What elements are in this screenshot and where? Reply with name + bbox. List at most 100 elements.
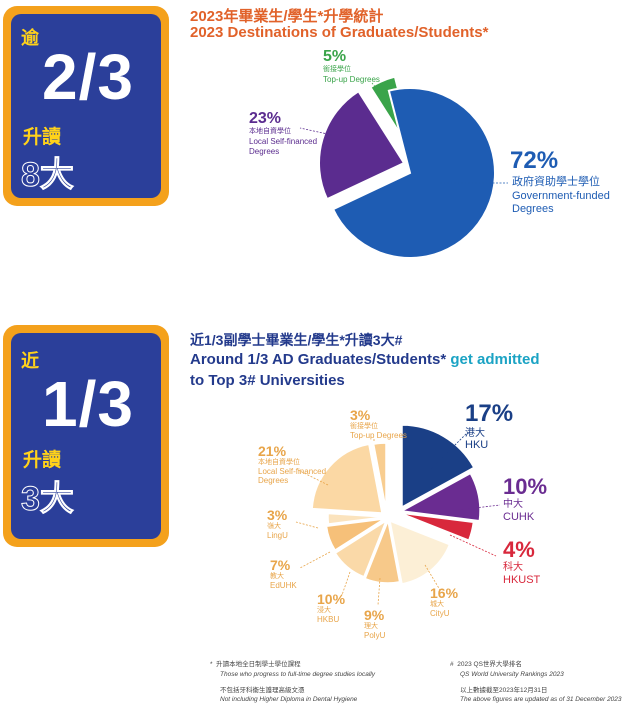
- label-selffin-zh: 本地自資學位: [249, 128, 291, 135]
- footnote-left: * 升讀本地全日制學士學位課程 Those who progress to fu…: [210, 660, 440, 705]
- pie2-label-pct: 4%: [503, 537, 535, 562]
- pie2-slice-hkbu: [334, 519, 388, 578]
- pie2-label-pct: 10%: [503, 474, 548, 499]
- pie2-label-zh: 港大: [465, 427, 485, 439]
- pie2-label-4: 9% 理大 PolyU: [364, 607, 434, 640]
- pie2-label-9: 3% 銜接學位 Top-up Degrees: [350, 407, 420, 440]
- badge-2-3: 逾 2/3 升讀 8大: [3, 6, 169, 206]
- footnote-exclude-en: Not including Higher Diploma in Dental H…: [220, 696, 358, 704]
- label-selffin-pct: 23%: [249, 110, 282, 127]
- badge-1-3-ratio: 1/3: [42, 368, 134, 440]
- pie2-label-0: 17% 港大 HKU: [465, 400, 535, 452]
- pie2-leader-0: [429, 431, 469, 471]
- pie2-slice-polyu: [364, 518, 401, 584]
- footnote-hash-zh: 2023 QS世界大學排名: [457, 661, 522, 668]
- pie2-label-pct: 10%: [317, 591, 346, 607]
- pie2-slice-eduhk: [325, 518, 385, 552]
- pie1-slice-2: [318, 89, 406, 201]
- badge-2-3-ratio: 2/3: [42, 41, 134, 113]
- badge-1-3-panel: 近 1/3 升讀 3大: [11, 333, 161, 539]
- pie2-label-en: PolyU: [364, 631, 386, 641]
- pie2-label-en: Top-up Degrees: [350, 431, 407, 441]
- pie2-label-1: 10% 中大 CUHK: [503, 474, 573, 523]
- pie2-slice-cuhk: [399, 472, 481, 522]
- pie2-label-zh: 嶺大: [267, 523, 281, 531]
- pie2-label-zh: 教大: [270, 573, 284, 581]
- pie2-label-en: HKU: [465, 439, 489, 452]
- pie2-label-en: HKBU: [317, 615, 340, 625]
- badge-2-3-count: 8大: [21, 156, 75, 195]
- pie2-label-zh: 銜接學位: [350, 423, 378, 431]
- section2-title-en-2: to Top 3# Universities: [190, 372, 345, 389]
- pie2-label-8: 21% 本地自資學位 Local Self-financed Degrees: [258, 443, 348, 486]
- pie1-leader-selffin: [299, 127, 333, 136]
- section1-title-en: 2023 Destinations of Graduates/Students*: [190, 24, 489, 41]
- pie2-leader-4: [377, 577, 381, 606]
- section2-title-en-1: Around 1/3 AD Graduates/Students* get ad…: [190, 351, 540, 368]
- pie2-leader-3: [424, 564, 441, 591]
- label-govfunded-en-1: Government-funded: [512, 190, 610, 202]
- pie2-slice-top-up-degrees: [372, 442, 387, 510]
- footnote-date-en: The above figures are updated as of 31 D…: [460, 696, 622, 704]
- pie2-label-3: 16% 城大 CityU: [430, 585, 500, 618]
- label-topup-pct: 5%: [323, 48, 347, 65]
- pie2-label-en: Local Self-financed Degrees: [258, 467, 327, 486]
- pie2-label-zh: 浸大: [317, 607, 331, 615]
- label-govfunded-pct: 72%: [510, 147, 559, 174]
- pie2-label-zh: 理大: [364, 623, 378, 631]
- badge-1-3-action: 升讀: [23, 450, 62, 471]
- pie2-label-en: EdUHK: [270, 581, 297, 591]
- footnote-right: # 2023 QS世界大學排名 QS World University Rank…: [450, 660, 635, 705]
- pie2-slice-hku: [401, 424, 475, 509]
- label-selffin-en-1: Local Self-financed: [249, 137, 318, 146]
- pie2-leader-7: [295, 521, 319, 529]
- pie2-label-7: 3% 嶺大 LingU: [267, 507, 337, 540]
- pie2-leader-1: [457, 504, 501, 511]
- footnote-exclude-zh: 不包括牙科衞生護理高級文憑: [220, 686, 305, 694]
- section2-title-en-1b: get admitted: [446, 351, 540, 368]
- pie2-slice-local-self-financed-degrees: [311, 443, 383, 514]
- pie1-slice-0: [331, 87, 496, 259]
- badge-1-3-prefix: 近: [21, 351, 39, 371]
- pie2-label-5: 10% 浸大 HKBU: [317, 591, 387, 624]
- label-govfunded-en-2: Degrees: [512, 203, 554, 215]
- pie2-label-pct: 21%: [258, 443, 287, 459]
- pie2-label-zh: 中大: [503, 499, 523, 511]
- label-topup-zh: 銜接學位: [323, 66, 351, 73]
- label-topup-en: Top-up Degrees: [323, 75, 380, 84]
- footnote-star-en: Those who progress to full-time degree s…: [220, 670, 375, 678]
- pie2-label-en: LingU: [267, 531, 288, 541]
- section2-title-zh: 近1/3副學士畢業生/學生*升讀3大#: [190, 332, 403, 348]
- section2-title-en-1a: Around 1/3 AD Graduates/Students*: [190, 351, 447, 368]
- pie2-label-en: HKUST: [503, 573, 541, 586]
- pie2-label-2: 4% 科大 HKUST: [503, 537, 573, 586]
- badge-2-3-action: 升讀: [23, 127, 62, 148]
- pie2-label-6: 7% 教大 EdUHK: [270, 557, 340, 590]
- pie2-slice-lingu: [327, 512, 385, 525]
- label-selffin-en-2: Degrees: [249, 147, 280, 156]
- pie2-label-pct: 16%: [430, 585, 459, 601]
- pie2-slice-cityu: [389, 519, 451, 585]
- pie2-label-en: CUHK: [503, 510, 535, 523]
- pie2-label-pct: 9%: [364, 607, 385, 623]
- pie2-label-zh: 科大: [503, 562, 523, 574]
- footnote-hash: #: [450, 661, 454, 668]
- pie2-label-en: CityU: [430, 609, 450, 619]
- pie2-leader-6: [299, 551, 331, 569]
- footnote-date-zh: 以上數據截至2023年12月31日: [460, 686, 548, 694]
- footnote-star: *: [210, 661, 213, 668]
- pie2-label-pct: 17%: [465, 400, 514, 427]
- section1-title-zh: 2023年畢業生/學生*升學統計: [190, 8, 384, 25]
- pie2-leader-5: [341, 571, 351, 596]
- pie2-slice-hkust: [399, 512, 475, 542]
- pie2-label-pct: 3%: [267, 507, 288, 523]
- badge-2-3-prefix: 逾: [21, 28, 39, 48]
- footnote-hash-en: QS World University Rankings 2023: [460, 670, 564, 678]
- badge-1-3-count: 3大: [21, 480, 75, 519]
- pie2-label-pct: 3%: [350, 407, 371, 423]
- pie2-leader-2: [449, 534, 497, 557]
- pie2-label-pct: 7%: [270, 557, 291, 573]
- pie2-label-zh: 城大: [430, 601, 444, 609]
